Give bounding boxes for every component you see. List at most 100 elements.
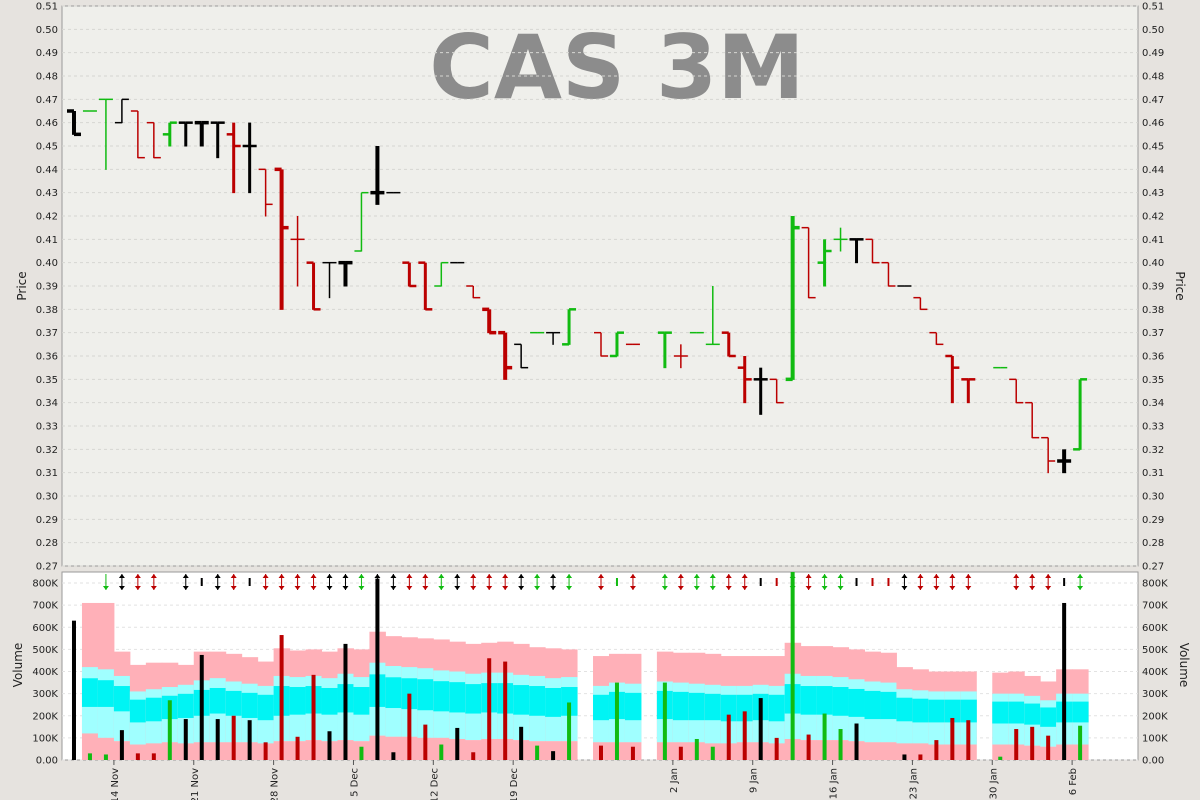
signal-arrow-head-up	[374, 574, 381, 578]
signal-arrow-head-down	[358, 586, 365, 590]
price-tick-label-left: 0.34	[36, 398, 58, 409]
signal-arrow-head-down	[661, 586, 668, 590]
x-tick-label: 12 Dec	[429, 768, 440, 800]
signal-arrow-head-down	[134, 586, 141, 590]
signal-arrow-head-up	[310, 574, 317, 578]
volume-band-core	[449, 682, 466, 713]
signal-arrow-head-down	[949, 586, 956, 590]
signal-arrow-head-up	[933, 574, 940, 578]
volume-band-core	[832, 687, 850, 716]
price-tick-label-right: 0.28	[1142, 538, 1164, 549]
price-tick-label-right: 0.40	[1142, 258, 1164, 269]
price-tick-label-right: 0.42	[1142, 212, 1164, 223]
signal-arrow-head-down	[917, 586, 924, 590]
price-y-ticks: 0.27 0.27 0.28 0.28 0.29 0.29 0.30 0.30 0.31 0.31…	[36, 2, 1165, 573]
x-ticks: 14 Nov 21 Nov 28 Nov 5 Dec 12 Dec 19 Dec 2 Jan…	[110, 760, 1079, 800]
signal-arrow-head-down	[709, 586, 716, 590]
volume-band-low	[129, 744, 147, 760]
x-tick-label: 2 Jan	[669, 768, 680, 793]
volume-bar	[71, 620, 76, 760]
price-tick-label-left: 0.44	[36, 165, 58, 176]
price-tick-label-right: 0.36	[1142, 352, 1164, 363]
price-tick-label-left: 0.46	[36, 118, 58, 129]
signal-arrow-head-down	[342, 586, 349, 590]
price-tick-label-right: 0.44	[1142, 165, 1164, 176]
signal-arrow-head-down	[1029, 586, 1036, 590]
volume-bar	[183, 719, 188, 760]
volume-tick-label-right: 500K	[1142, 645, 1168, 656]
volume-band-core	[209, 687, 227, 714]
volume-band-core	[321, 687, 338, 715]
price-tick-label-left: 0.48	[36, 72, 58, 83]
volume-band-core	[928, 699, 945, 723]
volume-tick-label-left: 700K	[32, 601, 58, 612]
volume-bar	[503, 661, 508, 760]
volume-bar	[838, 729, 843, 760]
volume-y-ticks: 0.00 0.00 100K 100K 200K 200K 300K 300K 400K 400K…	[32, 579, 1168, 767]
signal-arrow-head-up	[518, 574, 525, 578]
volume-band-core	[81, 678, 99, 707]
volume-bar	[774, 737, 779, 760]
price-tick-label-right: 0.50	[1142, 25, 1164, 36]
price-tick-label-left: 0.47	[36, 95, 58, 106]
volume-axis-label-left: Volume	[11, 643, 25, 688]
volume-band-core	[880, 691, 897, 720]
volume-band-core	[704, 693, 722, 721]
signal-arrow-head-up	[470, 574, 477, 578]
volume-tick-label-right: 600K	[1142, 623, 1168, 634]
signal-arrow-head-down	[422, 586, 429, 590]
signal-arrow-head-down	[118, 586, 125, 590]
volume-bar	[950, 717, 955, 760]
price-tick-label-left: 0.50	[36, 25, 58, 36]
volume-bar	[439, 744, 444, 760]
volume-band-core	[513, 685, 530, 715]
signal-arrow-head-down	[933, 586, 940, 590]
signal-arrow-head-up	[550, 574, 557, 578]
x-tick-label: 5 Dec	[349, 768, 360, 797]
volume-band-core	[768, 694, 786, 722]
signal-arrow-head-down	[438, 586, 445, 590]
chart-title: CAS 3M	[429, 16, 805, 119]
signal-arrow-head-down	[821, 586, 828, 590]
volume-bar	[966, 720, 971, 760]
volume-band-core	[688, 692, 706, 721]
signal-arrow-head-up	[278, 574, 285, 578]
volume-band-low	[385, 736, 402, 760]
signal-arrow-head-down	[454, 586, 461, 590]
volume-band-core	[353, 687, 370, 715]
volume-band-core	[944, 699, 961, 723]
price-axis-label-right: Price	[1173, 271, 1187, 300]
volume-bar	[934, 740, 939, 760]
price-tick-label-right: 0.33	[1142, 422, 1164, 433]
signal-arrow-head-down	[102, 586, 109, 590]
signal-arrow-head-down	[741, 586, 748, 590]
price-tick-label-right: 0.29	[1142, 515, 1164, 526]
signal-arrow-head-up	[422, 574, 429, 578]
volume-band-core	[1040, 707, 1057, 727]
price-tick-label-left: 0.35	[36, 375, 58, 386]
volume-tick-label-right: 200K	[1142, 711, 1168, 722]
volume-band-core	[465, 684, 482, 714]
volume-band-core	[1008, 701, 1025, 724]
volume-tick-label-right: 700K	[1142, 601, 1168, 612]
signal-arrow-head-down	[310, 586, 317, 590]
signal-arrow-head-up	[118, 574, 125, 578]
price-tick-label-right: 0.38	[1142, 305, 1164, 316]
signal-arrow-head-up	[741, 574, 748, 578]
signal-arrow-head-down	[901, 586, 908, 590]
volume-band-core	[912, 698, 929, 723]
volume-bar	[135, 753, 140, 760]
price-tick-label-left: 0.32	[36, 445, 58, 456]
signal-arrow-head-up	[502, 574, 509, 578]
volume-bars	[71, 572, 1083, 760]
volume-band-core	[97, 680, 115, 707]
x-tick-label: 30 Jan	[988, 768, 999, 799]
signal-arrow-head-up	[805, 574, 812, 578]
price-tick-label-right: 0.49	[1142, 48, 1164, 59]
signal-arrow-head-up	[965, 574, 972, 578]
volume-bar	[215, 719, 220, 760]
price-tick-label-left: 0.49	[36, 48, 58, 59]
price-tick-label-right: 0.41	[1142, 235, 1164, 246]
price-tick-label-right: 0.46	[1142, 118, 1164, 129]
